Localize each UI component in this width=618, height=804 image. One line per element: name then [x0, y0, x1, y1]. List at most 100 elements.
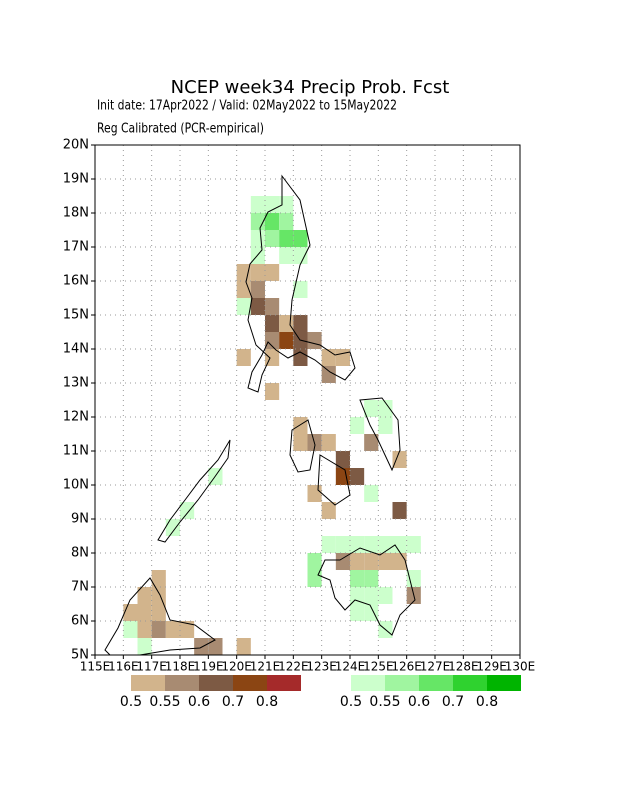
prob-cell [335, 349, 350, 366]
legend-swatch [267, 675, 301, 691]
coastline [289, 419, 316, 473]
prob-cell [265, 196, 280, 213]
prob-cell [265, 264, 280, 281]
prob-cell [350, 468, 365, 485]
prob-cell [392, 451, 407, 468]
prob-cell [151, 587, 166, 604]
legend-label: 0.7 [222, 694, 244, 710]
legend-label: 0.8 [476, 694, 498, 710]
prob-cell [250, 298, 265, 315]
prob-cell [265, 332, 280, 349]
prob-cell [378, 553, 393, 570]
x-tick-label: 122E [278, 660, 309, 674]
y-tick-label: 15N [63, 308, 89, 323]
legend-label: 0.8 [256, 694, 278, 710]
prob-cell [265, 230, 280, 247]
y-tick-label: 17N [63, 240, 89, 255]
prob-cell [236, 264, 251, 281]
x-tick-label: 121E [250, 660, 281, 674]
prob-cell [250, 196, 265, 213]
prob-cell [279, 315, 294, 332]
y-tick-label: 20N [63, 138, 89, 153]
legend-swatch [453, 675, 487, 691]
prob-cell [321, 536, 336, 553]
prob-cell [165, 519, 180, 536]
legend-label: 0.5 [340, 694, 362, 710]
prob-cell [364, 604, 379, 621]
x-tick-label: 126E [391, 660, 422, 674]
legend-swatch [131, 675, 165, 691]
x-tick-label: 117E [136, 660, 167, 674]
x-tick-label: 127E [420, 660, 451, 674]
y-tick-label: 8N [71, 546, 89, 561]
coastline [317, 454, 351, 506]
title: NCEP week34 Precip Prob. Fcst [171, 77, 450, 98]
prob-cell [293, 230, 308, 247]
y-tick-label: 6N [71, 614, 89, 629]
prob-cell [364, 570, 379, 587]
prob-cell [265, 383, 280, 400]
prob-cell [293, 434, 308, 451]
prob-cell [350, 587, 365, 604]
x-tick-label: 118E [165, 660, 196, 674]
x-tick-label: 120E [221, 660, 252, 674]
x-tick-label: 116E [108, 660, 139, 674]
y-tick-label: 14N [63, 342, 89, 357]
prob-cell [250, 230, 265, 247]
prob-cell [406, 536, 421, 553]
prob-cell [265, 298, 280, 315]
prob-cell [137, 638, 152, 655]
prob-cell [350, 570, 365, 587]
prob-cell [151, 604, 166, 621]
prob-cell [335, 451, 350, 468]
legend-label: 0.6 [188, 694, 210, 710]
prob-cell [364, 485, 379, 502]
prob-cell [250, 281, 265, 298]
prob-cell [250, 264, 265, 281]
prob-cell [293, 417, 308, 434]
legend-swatch [351, 675, 385, 691]
prob-cell [123, 604, 138, 621]
prob-cell [293, 315, 308, 332]
prob-cell [307, 485, 322, 502]
legend-label: 0.55 [369, 694, 400, 710]
prob-cell [279, 196, 294, 213]
prob-cell [194, 638, 209, 655]
prob-cell [321, 434, 336, 451]
prob-cell [265, 315, 280, 332]
prob-cell [378, 587, 393, 604]
prob-cell [335, 468, 350, 485]
legend-label: 0.55 [149, 694, 180, 710]
prob-cell [208, 638, 223, 655]
prob-cell [165, 621, 180, 638]
prob-cell [350, 536, 365, 553]
prob-cell [137, 604, 152, 621]
prob-cell [151, 621, 166, 638]
prob-cell [236, 298, 251, 315]
legend-swatch [233, 675, 267, 691]
prob-cell [321, 366, 336, 383]
prob-cell [392, 536, 407, 553]
coastline [359, 397, 401, 472]
prob-cell [350, 604, 365, 621]
subtitle: Reg Calibrated (PCR-empirical) [97, 122, 264, 137]
prob-cell [279, 213, 294, 230]
legend-swatch [199, 675, 233, 691]
prob-cell [236, 349, 251, 366]
y-tick-label: 12N [63, 410, 89, 425]
y-tick-label: 9N [71, 512, 89, 527]
prob-cell [180, 502, 195, 519]
prob-cell [123, 621, 138, 638]
x-tick-label: 129E [476, 660, 507, 674]
y-tick-label: 18N [63, 206, 89, 221]
prob-cell [236, 638, 251, 655]
axes: 115E116E117E118E119E120E121E122E123E124E… [63, 138, 536, 674]
prob-cell [364, 587, 379, 604]
y-tick-label: 19N [63, 172, 89, 187]
prob-cell [378, 400, 393, 417]
prob-cell [350, 553, 365, 570]
prob-cell [279, 247, 294, 264]
x-tick-label: 125E [363, 660, 394, 674]
